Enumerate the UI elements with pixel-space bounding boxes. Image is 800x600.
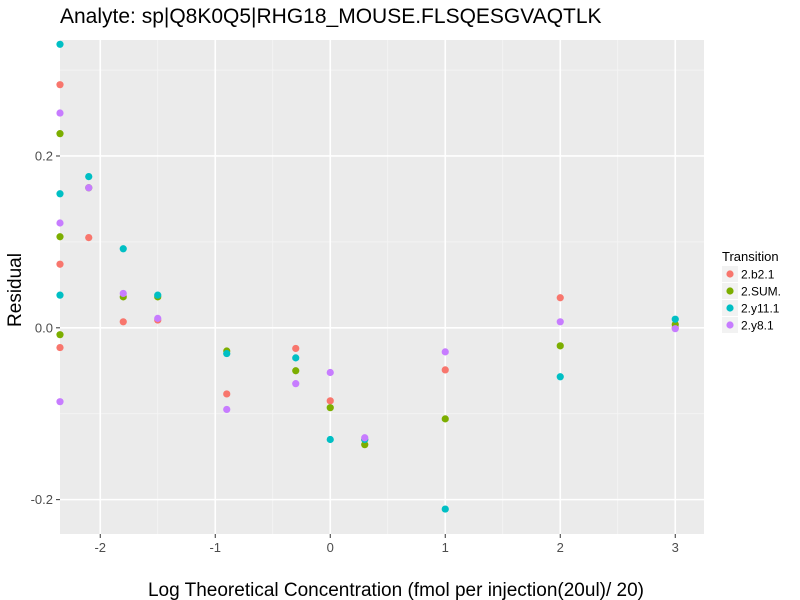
data-point [56,260,64,268]
data-point [223,405,231,414]
plot-panel [60,40,704,534]
data-point [56,398,64,406]
data-point [361,434,369,442]
data-point [154,314,162,322]
data-point [292,380,300,388]
data-point [556,294,564,302]
grid-major [60,40,704,534]
data-point [361,441,369,449]
data-point [56,130,64,138]
data-point [556,318,564,326]
data-point [56,219,64,227]
data-point [119,318,127,326]
data-point [85,234,93,242]
data-point [292,354,300,362]
legend-key [726,287,734,295]
data-point [56,291,64,299]
data-point [56,109,64,117]
legend-label: 2.SUM. [741,285,781,299]
legend-title: Transition [722,249,779,264]
x-axis-title: Log Theoretical Concentration (fmol per … [148,580,644,600]
data-point [556,342,564,350]
data-point [441,348,449,356]
data-point [326,397,334,405]
x-tick-label: 0 [327,540,334,555]
data-point [85,173,93,181]
grid-minor [60,40,704,534]
x-tick-label: -2 [94,540,106,555]
legend-label: 2.y8.1 [741,319,774,333]
chart-title: Analyte: sp|Q8K0Q5|RHG18_MOUSE.FLSQESGVA… [60,5,602,28]
legend-key [726,304,734,312]
data-point [441,505,449,513]
y-tick-label: 0.0 [35,320,53,335]
legend-label: 2.b2.1 [741,268,775,282]
data-point [223,390,231,398]
y-tick-label: 0.2 [35,148,53,163]
data-point [154,291,162,299]
data-point [119,289,127,298]
data-point [119,245,127,253]
legend-key [726,270,734,278]
x-tick-label: 2 [557,540,564,555]
data-point [292,367,300,375]
data-point [223,349,231,358]
y-axis: -0.2 0.0 0.2 [31,148,60,507]
data-point [326,404,334,412]
legend-key [726,321,734,329]
data-point [56,81,64,89]
data-point [671,325,679,333]
data-point [556,373,564,381]
x-axis: -2 -1 0 1 2 3 [94,534,679,555]
data-point [326,435,334,444]
data-point [56,233,64,241]
data-point [292,344,300,353]
data-points [56,40,679,513]
data-point [56,40,64,48]
data-point [56,331,64,339]
legend-label: 2.y11.1 [741,302,780,316]
x-tick-label: -1 [209,540,221,555]
y-axis-title: Residual [5,253,26,327]
data-point [326,368,334,377]
x-tick-label: 3 [672,540,679,555]
data-point [56,343,64,352]
data-point [85,184,93,192]
x-tick-label: 1 [442,540,449,555]
data-point [441,415,449,423]
data-point [441,366,449,374]
data-point [56,190,64,198]
legend: Transition 2.b2.1 2.SUM. 2.y11.1 2.y8.1 [722,249,781,333]
data-point [671,315,679,323]
y-tick-label: -0.2 [31,492,53,507]
